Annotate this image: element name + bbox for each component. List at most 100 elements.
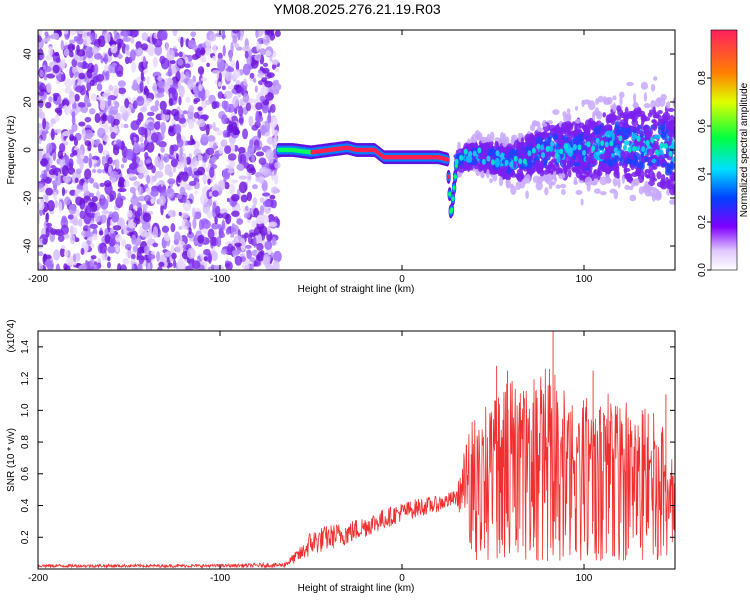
spectrogram-cell <box>583 129 591 136</box>
spectrogram-cell <box>59 247 66 258</box>
spectrogram-ridge-core <box>645 139 650 146</box>
spectrogram-ridge-core <box>452 185 456 190</box>
spectrogram-cell <box>153 174 157 182</box>
spectrogram-y-tick-label-2: 0 <box>23 147 34 153</box>
spectrogram-cell <box>274 161 281 169</box>
spectrogram-cell <box>48 123 54 128</box>
spectrogram-cell <box>106 217 110 230</box>
spectrogram-cell <box>61 99 70 107</box>
spectrogram-cell <box>560 183 567 189</box>
spectrogram-cell <box>83 98 91 104</box>
spectrogram-cell <box>274 174 279 185</box>
spectrogram-cell <box>576 137 583 147</box>
spectrogram-cell <box>72 75 76 86</box>
spectrogram-ridge-core <box>468 151 473 158</box>
spectrogram-y-tick-label-0: -40 <box>23 238 34 253</box>
spectrogram-cell <box>535 181 543 191</box>
spectrogram-x-tick-label-3: 100 <box>576 274 593 285</box>
spectrogram-cell <box>108 165 112 175</box>
spectrogram-cell <box>164 251 172 257</box>
spectrogram-cell <box>42 64 46 71</box>
spectrogram-ridge-core <box>481 158 486 165</box>
spectrogram-cell <box>653 121 660 127</box>
spectrogram-cell <box>229 183 236 195</box>
spectrogram-cell <box>274 67 280 73</box>
spectrogram-cell <box>272 260 280 270</box>
spectrogram-cell <box>257 250 265 262</box>
spectrogram-cell <box>45 222 53 228</box>
spectrogram-cell <box>654 114 662 119</box>
spectrogram-cell <box>477 136 482 141</box>
spectrogram-cell <box>145 159 152 164</box>
spectrogram-ridge-core <box>595 137 600 144</box>
spectrogram-cell <box>92 182 99 189</box>
spectrogram-cell <box>52 92 60 98</box>
spectrogram-cell <box>45 187 53 196</box>
spectrogram-cell <box>271 59 279 65</box>
spectrogram-cell <box>271 116 278 121</box>
spectrogram-cell <box>168 125 174 133</box>
spectrogram-ridge-core <box>445 157 450 162</box>
spectrogram-cell <box>619 96 623 106</box>
spectrogram-cell <box>114 101 120 109</box>
spectrogram-cell <box>270 186 279 195</box>
spectrogram-x-tick-label-2: 0 <box>399 274 405 285</box>
spectrogram-cell <box>259 205 265 214</box>
spectrogram-cell <box>38 91 45 97</box>
spectrogram-cell <box>38 30 43 35</box>
spectrogram-cell <box>231 223 235 228</box>
spectrogram-cell <box>168 98 174 107</box>
spectrogram-cell <box>567 127 571 138</box>
spectrogram-cell <box>578 154 583 163</box>
spectrogram-cell <box>525 173 531 184</box>
spectrogram-cell <box>222 45 226 57</box>
spectrogram-cell <box>57 234 65 243</box>
spectrogram-cell <box>197 234 205 244</box>
spectrogram-cell <box>255 151 265 157</box>
spectrogram-cell <box>88 177 95 184</box>
spectrogram-cell <box>79 210 86 220</box>
spectrogram-cell <box>580 198 584 206</box>
spectrogram-cell <box>509 172 518 178</box>
spectrogram-cell <box>89 108 96 115</box>
spectrogram-cell <box>104 228 109 235</box>
spectrogram-cell <box>38 263 44 270</box>
spectrogram-cell <box>498 176 504 187</box>
spectrogram-cell <box>261 124 266 136</box>
spectrogram-cell <box>623 140 630 146</box>
spectrogram-cell <box>466 164 474 171</box>
spectrogram-cell <box>62 130 70 137</box>
spectrogram-cell <box>217 52 223 60</box>
colorbar-tick-label-1: 0.2 <box>697 215 708 229</box>
spectrogram-cell <box>560 123 565 133</box>
spectrogram-cell <box>46 73 56 79</box>
spectrogram-cell <box>111 84 120 97</box>
spectrogram-cell <box>123 179 130 188</box>
spectrogram-cell <box>58 142 66 153</box>
spectrogram-cell <box>254 85 258 93</box>
spectrogram-ridge-core <box>531 147 536 154</box>
spectrogram-cell <box>80 154 85 160</box>
spectrogram-cell <box>249 72 255 79</box>
spectrogram-cell <box>266 136 275 145</box>
snr-y-tick-label-2: 0.6 <box>20 466 31 480</box>
spectrogram-cell <box>232 30 240 34</box>
spectrogram-cell <box>48 96 53 103</box>
spectrogram-cell <box>230 233 235 238</box>
spectrogram-cell <box>123 123 129 129</box>
spectrogram-cell <box>127 209 133 218</box>
spectrogram-cell <box>118 176 125 188</box>
spectrogram-cell <box>38 123 44 129</box>
spectrogram-cell <box>143 194 152 203</box>
spectrogram-cell <box>555 184 561 189</box>
spectrogram-cell <box>162 109 172 115</box>
spectrogram-cell <box>224 71 233 82</box>
spectrogram-cell <box>594 188 601 194</box>
spectrogram-ridge-core <box>668 150 673 157</box>
spectrogram-cell <box>117 192 122 201</box>
spectrogram-cell <box>232 95 239 108</box>
spectrogram-cell <box>111 211 120 223</box>
spectrogram-cell <box>618 161 622 167</box>
spectrogram-cell <box>136 201 142 208</box>
colorbar-gradient <box>710 29 738 271</box>
